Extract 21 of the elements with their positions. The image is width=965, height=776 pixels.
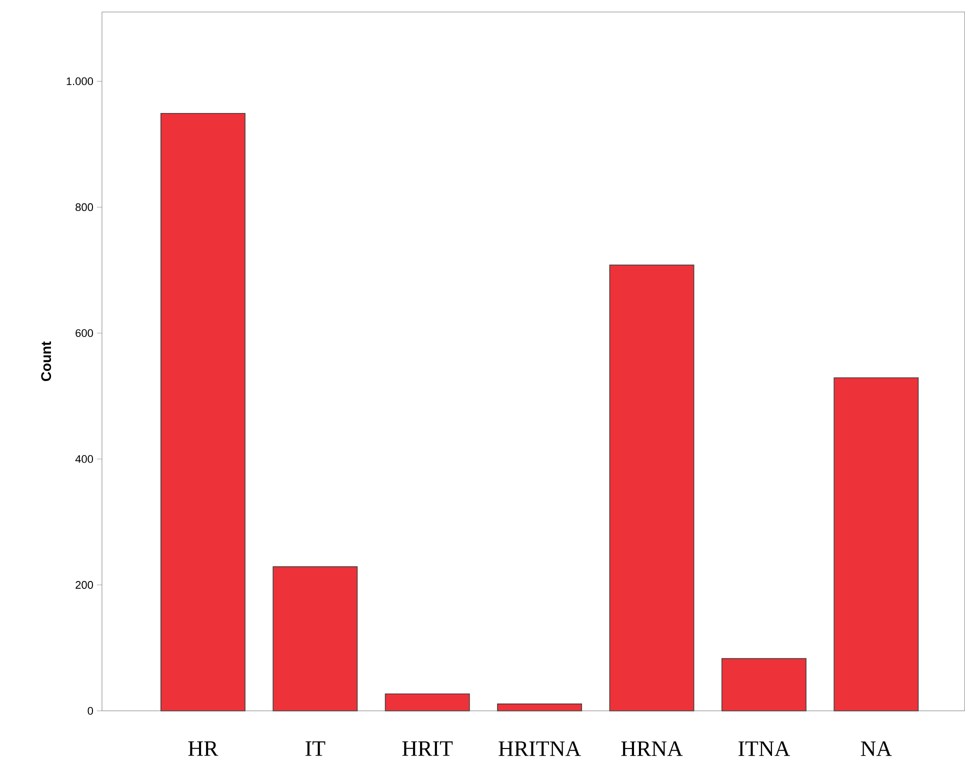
x-tick-label: NA — [860, 741, 892, 756]
bar — [834, 377, 919, 712]
y-tick-label: 0 — [88, 707, 94, 715]
bar — [272, 566, 358, 712]
y-tick-label: 1.000 — [66, 77, 94, 86]
bar — [497, 704, 582, 712]
bar — [160, 113, 246, 712]
x-tick-label: HRNA — [621, 741, 683, 756]
x-tick-label: HRITNA — [498, 741, 581, 756]
bar — [609, 264, 694, 712]
y-tick-label: 200 — [76, 581, 94, 589]
bar — [384, 694, 470, 712]
y-axis-title: Count — [41, 341, 52, 382]
y-tick-label: 800 — [76, 203, 94, 212]
x-tick-label: HR — [188, 741, 218, 756]
x-tick-label: IT — [306, 741, 326, 756]
x-tick-label: HRIT — [402, 741, 453, 756]
x-tick-label: ITNA — [738, 741, 790, 756]
y-tick-label: 600 — [76, 329, 94, 338]
bar — [721, 658, 806, 712]
y-tick-label: 400 — [75, 455, 94, 463]
